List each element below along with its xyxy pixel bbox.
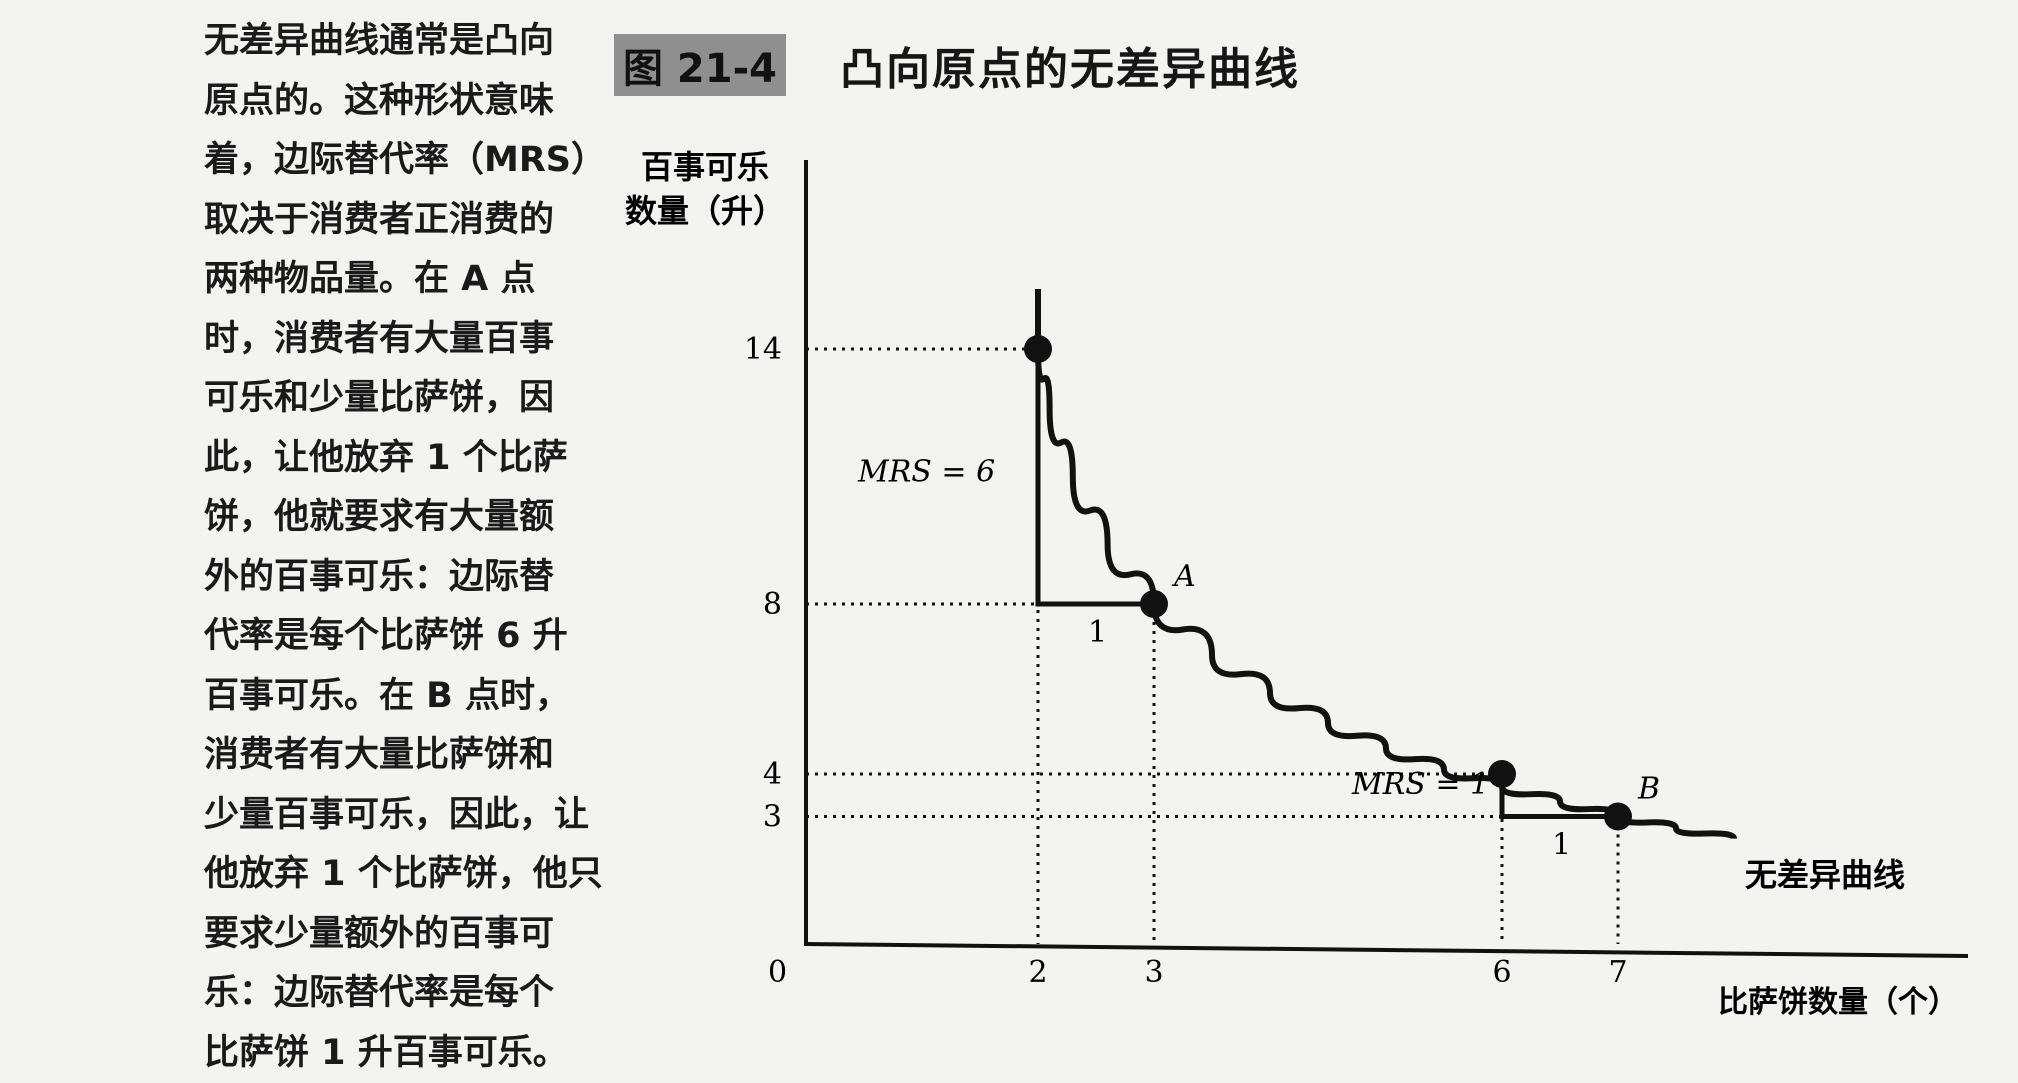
x-axis [804,944,1968,956]
y-axis-label-line1: 百事可乐 [641,148,769,186]
x-axis-label: 比萨饼数量（个） [1718,985,1958,1020]
mrs-triangles [1038,349,1618,817]
y-tick-label: 4 [763,757,782,792]
curve-point [1140,590,1168,618]
indifference-curve [1038,289,1734,839]
curve-label: 无差异曲线 [1745,856,1905,894]
run-label: 1 [1552,828,1571,863]
y-tick-label: 14 [744,332,782,367]
curve-point [1604,803,1632,831]
curve-point [1024,335,1052,363]
mrs-label: MRS = 6 [857,455,995,490]
chart-points [1024,335,1632,831]
run-label: 1 [1088,615,1107,650]
y-tick-label: 3 [763,800,782,835]
curve-point [1488,760,1516,788]
chart-labels: MRS = 6 1 MRS = 1 1 A B 2 3 6 7 3 4 8 14 [744,332,1660,990]
point-label: A [1171,559,1196,594]
x-tick-label: 6 [1492,955,1511,990]
x-tick-label: 3 [1144,955,1163,990]
point-label: B [1637,772,1660,807]
y-tick-label: 8 [763,587,782,622]
x-tick-label: 2 [1028,955,1047,990]
mrs-label: MRS = 1 [1351,767,1489,802]
x-tick-label: 7 [1608,955,1627,990]
mrs-triangle [1038,349,1154,604]
origin-label: 0 [768,955,787,990]
y-axis-label-line2: 数量（升） [625,192,785,230]
